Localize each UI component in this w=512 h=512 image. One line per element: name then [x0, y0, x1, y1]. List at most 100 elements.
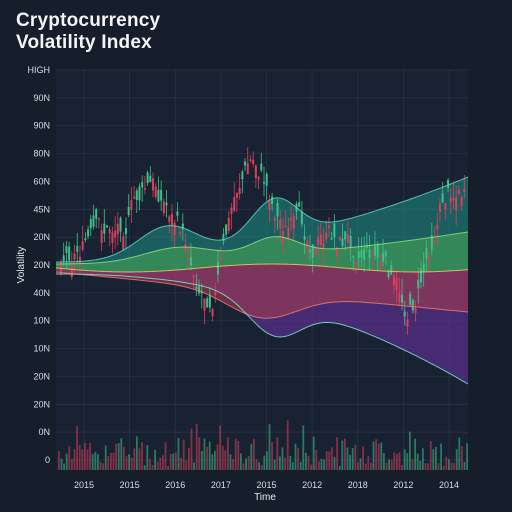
candle-body — [84, 238, 87, 241]
y-tick-label: HIGH — [28, 65, 51, 75]
candle-body — [100, 230, 103, 243]
volume-bar — [299, 461, 302, 470]
y-tick-label: 20N — [33, 232, 50, 242]
volume-bar — [268, 424, 271, 470]
volume-bar — [242, 463, 245, 470]
volume-bar — [104, 445, 107, 470]
candle-body — [336, 247, 339, 257]
candle-body — [371, 254, 374, 257]
volume-bar — [169, 453, 172, 470]
volume-bar — [117, 443, 120, 470]
band-line — [55, 263, 469, 273]
volume-bar — [429, 440, 432, 470]
volume-bar — [302, 425, 305, 470]
volume-bar — [370, 462, 372, 470]
volume-bar — [354, 444, 357, 470]
volume-bar — [383, 453, 385, 470]
candle-body — [430, 235, 433, 249]
volume-bar — [325, 451, 328, 470]
candle-body — [116, 223, 119, 235]
candle-body — [425, 247, 428, 259]
candle-body — [95, 209, 98, 219]
volume-bar — [250, 443, 253, 470]
volume-bar — [167, 465, 169, 470]
volume-bar — [294, 443, 297, 470]
candle-body — [403, 311, 406, 317]
volume-bar — [89, 442, 91, 470]
volume-bar — [143, 465, 146, 470]
candle-body — [327, 225, 330, 229]
volume-bar — [362, 446, 364, 470]
candle-body — [211, 309, 214, 317]
x-tick-label: 2018 — [348, 480, 368, 490]
volume-bar — [284, 457, 286, 470]
volume-bar — [297, 447, 299, 470]
candle-body — [368, 249, 371, 259]
volume-bar — [232, 459, 234, 470]
volume-bar — [224, 450, 227, 470]
candle-body — [276, 202, 279, 217]
volume-bar — [419, 460, 422, 470]
candle-body — [189, 256, 192, 266]
candle-body — [298, 202, 301, 207]
candle-body — [154, 186, 157, 197]
candle-body — [419, 268, 422, 283]
candle-body — [314, 247, 317, 255]
candle-body — [300, 211, 303, 225]
volume-bar — [437, 463, 440, 470]
volume-bar — [136, 436, 138, 470]
volume-bar — [211, 454, 214, 470]
y-tick-label: 20N — [33, 260, 50, 270]
candle-body — [62, 255, 65, 262]
candle-body — [127, 206, 130, 216]
candle-body — [143, 188, 146, 190]
volume-bar — [289, 455, 292, 470]
candle-body — [346, 234, 349, 243]
candle-body — [225, 224, 228, 235]
volume-bar — [234, 438, 237, 470]
candle-body — [130, 200, 133, 210]
candle-body — [352, 255, 355, 258]
x-tick-label: 2015 — [120, 480, 140, 490]
chart-title-line-1: Cryptocurrency — [16, 10, 161, 31]
volume-bar — [206, 446, 208, 470]
y-tick-label: 40N — [33, 288, 50, 298]
candle-body — [170, 213, 173, 226]
band-green-area — [56, 232, 468, 272]
volume-bar — [182, 439, 185, 470]
volume-bar — [281, 447, 284, 470]
volume-bars — [58, 420, 468, 470]
y-tick-label: 90N — [33, 93, 50, 103]
volume-bar — [380, 442, 383, 470]
volume-bar — [396, 454, 398, 470]
volume-bar — [68, 446, 71, 470]
volume-bar — [416, 453, 419, 470]
band-line — [55, 271, 469, 319]
volume-bar — [409, 431, 411, 470]
volume-bar — [193, 462, 195, 470]
volume-bar — [458, 437, 461, 470]
volume-bar — [432, 449, 435, 470]
y-tick-label: 80N — [33, 149, 50, 159]
candle-body — [162, 201, 165, 214]
candle-body — [260, 163, 263, 171]
candle-body — [203, 298, 206, 311]
volume-bar — [86, 449, 89, 470]
volume-bar — [255, 459, 258, 470]
candle-body — [322, 243, 325, 250]
candle-body — [168, 216, 171, 222]
volume-bar — [403, 449, 406, 470]
volume-bar — [172, 453, 175, 470]
candle-body — [457, 189, 460, 194]
x-tick-label: 2015 — [74, 480, 94, 490]
candle-body — [246, 162, 249, 175]
volume-bar — [63, 463, 65, 470]
volume-bar — [99, 461, 102, 470]
volume-bar — [357, 462, 359, 470]
volume-bar — [216, 444, 219, 470]
volume-bar — [102, 463, 104, 470]
candle-body — [409, 293, 412, 305]
candle-body — [441, 193, 444, 203]
candle-body — [179, 232, 182, 235]
volume-bar — [390, 459, 393, 470]
